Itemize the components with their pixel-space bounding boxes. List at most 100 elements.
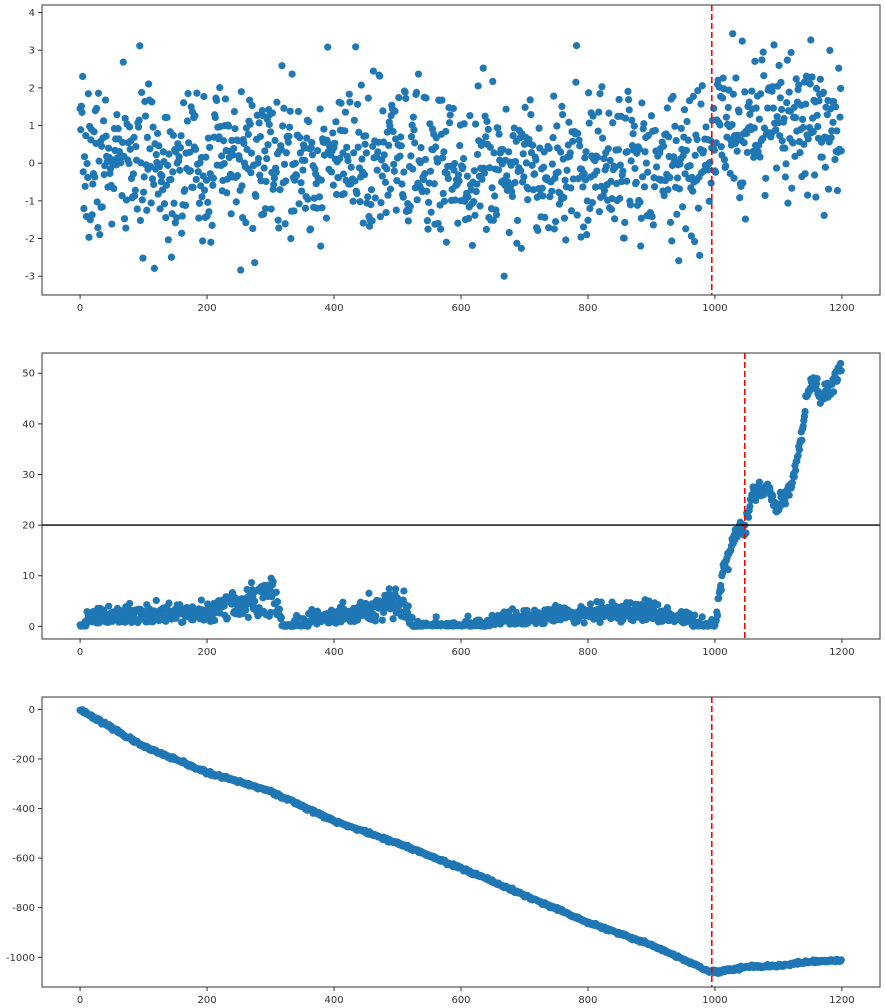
data-point xyxy=(209,174,218,182)
data-point xyxy=(820,211,828,219)
data-point xyxy=(823,111,831,119)
data-point xyxy=(595,208,604,216)
data-point xyxy=(474,82,482,90)
data-point xyxy=(828,127,836,135)
data-point xyxy=(308,139,316,147)
data-point xyxy=(539,192,547,200)
data-point xyxy=(549,134,557,142)
data-point xyxy=(246,120,254,128)
data-point xyxy=(442,127,450,136)
data-point xyxy=(121,114,129,122)
data-point xyxy=(772,164,781,172)
data-point xyxy=(255,119,263,127)
data-point xyxy=(489,77,497,86)
data-point xyxy=(494,166,503,174)
data-point xyxy=(192,175,200,184)
data-point xyxy=(626,201,635,209)
data-point xyxy=(122,224,130,232)
data-point xyxy=(505,148,513,156)
data-point xyxy=(738,37,746,45)
data-point xyxy=(132,142,140,151)
data-point xyxy=(212,96,221,105)
data-point xyxy=(175,153,183,161)
data-point xyxy=(438,154,447,162)
data-point xyxy=(600,186,609,195)
data-point xyxy=(579,183,587,191)
data-point xyxy=(400,587,408,595)
data-point xyxy=(551,217,560,226)
data-point xyxy=(139,188,148,196)
data-point xyxy=(595,108,603,116)
data-point xyxy=(105,602,113,610)
data-point xyxy=(812,84,821,93)
data-point xyxy=(80,153,89,161)
data-point xyxy=(621,218,629,227)
y-tick-label: -600 xyxy=(12,854,35,865)
data-point xyxy=(638,173,647,181)
data-point xyxy=(195,199,204,207)
data-point xyxy=(790,103,798,111)
data-point xyxy=(718,569,727,577)
x-tick-label: 200 xyxy=(198,647,217,658)
data-point xyxy=(374,148,382,156)
data-point xyxy=(757,90,765,98)
data-point xyxy=(282,149,291,157)
data-point xyxy=(729,90,737,98)
data-point xyxy=(80,204,88,213)
data-point xyxy=(392,585,400,593)
data-point xyxy=(576,142,584,150)
data-point xyxy=(640,183,649,191)
data-point xyxy=(574,129,582,137)
data-point xyxy=(380,151,388,159)
data-point xyxy=(350,149,358,157)
data-point xyxy=(502,105,510,113)
data-point xyxy=(459,163,467,172)
data-point xyxy=(500,272,508,280)
data-point xyxy=(329,181,337,189)
data-point xyxy=(355,128,363,136)
data-point xyxy=(301,156,309,164)
data-point xyxy=(440,197,449,205)
data-point xyxy=(305,117,313,126)
data-point xyxy=(131,192,139,200)
data-point xyxy=(769,104,777,112)
data-point xyxy=(297,179,305,187)
data-point xyxy=(773,113,781,121)
data-point xyxy=(746,502,754,511)
data-point xyxy=(735,108,743,116)
y-tick-label: 0 xyxy=(29,622,35,633)
data-point xyxy=(143,133,151,141)
data-point xyxy=(782,160,790,168)
data-point xyxy=(352,43,360,51)
data-point xyxy=(421,170,429,178)
data-point xyxy=(762,174,770,182)
data-point xyxy=(628,116,636,124)
data-point xyxy=(94,223,102,232)
data-point xyxy=(637,214,645,222)
data-point xyxy=(379,107,387,115)
data-point xyxy=(299,166,307,174)
data-point xyxy=(362,132,370,140)
data-point xyxy=(572,42,581,50)
data-point xyxy=(548,187,556,195)
data-point xyxy=(292,171,301,180)
data-point xyxy=(433,158,442,166)
data-point xyxy=(164,161,172,170)
data-point xyxy=(548,160,557,168)
data-point xyxy=(545,144,553,153)
data-point xyxy=(625,106,633,114)
data-point xyxy=(818,153,826,161)
data-point xyxy=(152,151,160,159)
data-point xyxy=(261,147,269,155)
data-point xyxy=(756,153,764,161)
data-point xyxy=(478,175,486,183)
data-point xyxy=(734,131,742,139)
data-point xyxy=(176,144,184,152)
data-point xyxy=(280,160,289,168)
data-point xyxy=(785,491,793,499)
data-point xyxy=(77,126,85,134)
data-point xyxy=(79,72,87,81)
data-point xyxy=(665,133,673,141)
data-point xyxy=(156,205,164,213)
data-point xyxy=(95,157,103,165)
